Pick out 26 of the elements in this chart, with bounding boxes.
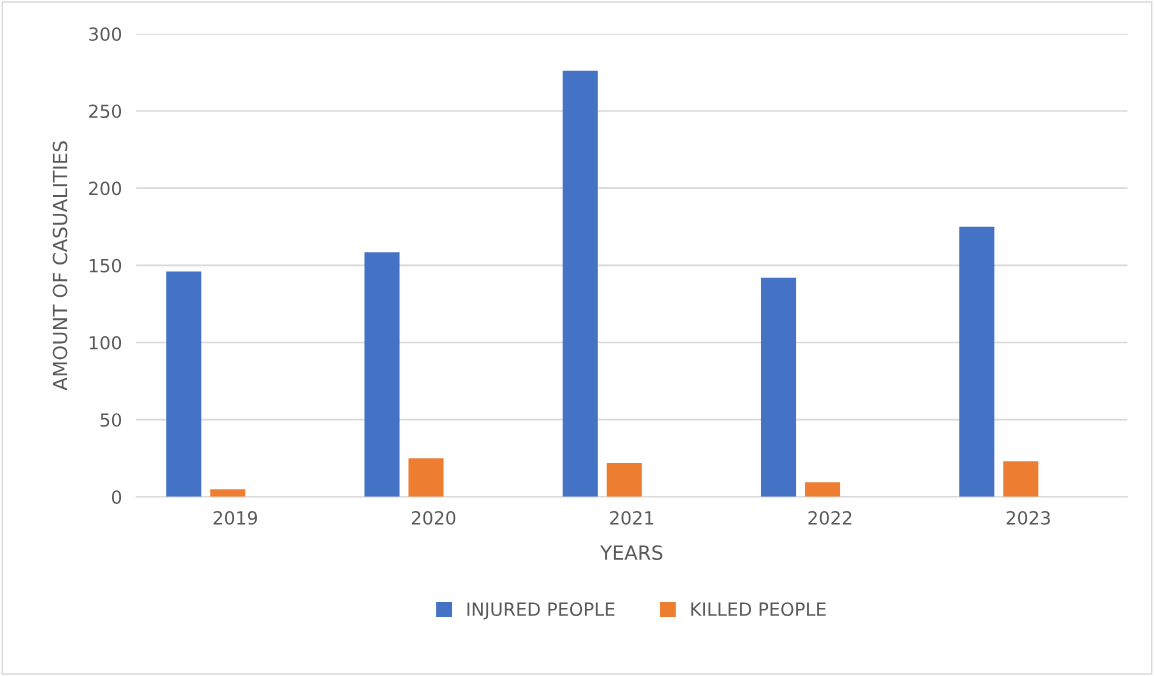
bar bbox=[606, 462, 642, 497]
y-tick-label: 50 bbox=[100, 413, 122, 427]
x-tick-label: 2022 bbox=[808, 511, 852, 525]
bar bbox=[210, 489, 246, 497]
bar bbox=[760, 277, 797, 497]
legend-label: INJURED PEOPLE bbox=[467, 602, 615, 620]
bar bbox=[959, 226, 995, 497]
x-tick-label: 2021 bbox=[610, 511, 654, 525]
bar bbox=[1003, 461, 1039, 497]
bar bbox=[408, 458, 444, 497]
y-axis-title: AMOUNT OF CASUALITIES bbox=[52, 141, 68, 391]
x-tick-label: 2019 bbox=[213, 511, 258, 525]
y-tick-label: 250 bbox=[89, 104, 122, 119]
y-tick-label: 300 bbox=[89, 27, 122, 41]
x-tick-label: 2023 bbox=[1006, 511, 1050, 525]
y-tick-label: 150 bbox=[89, 258, 122, 273]
bar bbox=[364, 252, 400, 497]
y-tick-label: 100 bbox=[89, 335, 122, 350]
y-tick-label: 0 bbox=[111, 490, 122, 504]
x-axis-title: YEARS bbox=[600, 545, 663, 560]
x-tick-label: 2020 bbox=[411, 511, 456, 525]
y-tick-label: 200 bbox=[89, 181, 122, 196]
bar bbox=[166, 271, 202, 497]
bar bbox=[562, 70, 598, 497]
legend-label: KILLED PEOPLE bbox=[691, 602, 826, 617]
bar bbox=[804, 482, 841, 497]
